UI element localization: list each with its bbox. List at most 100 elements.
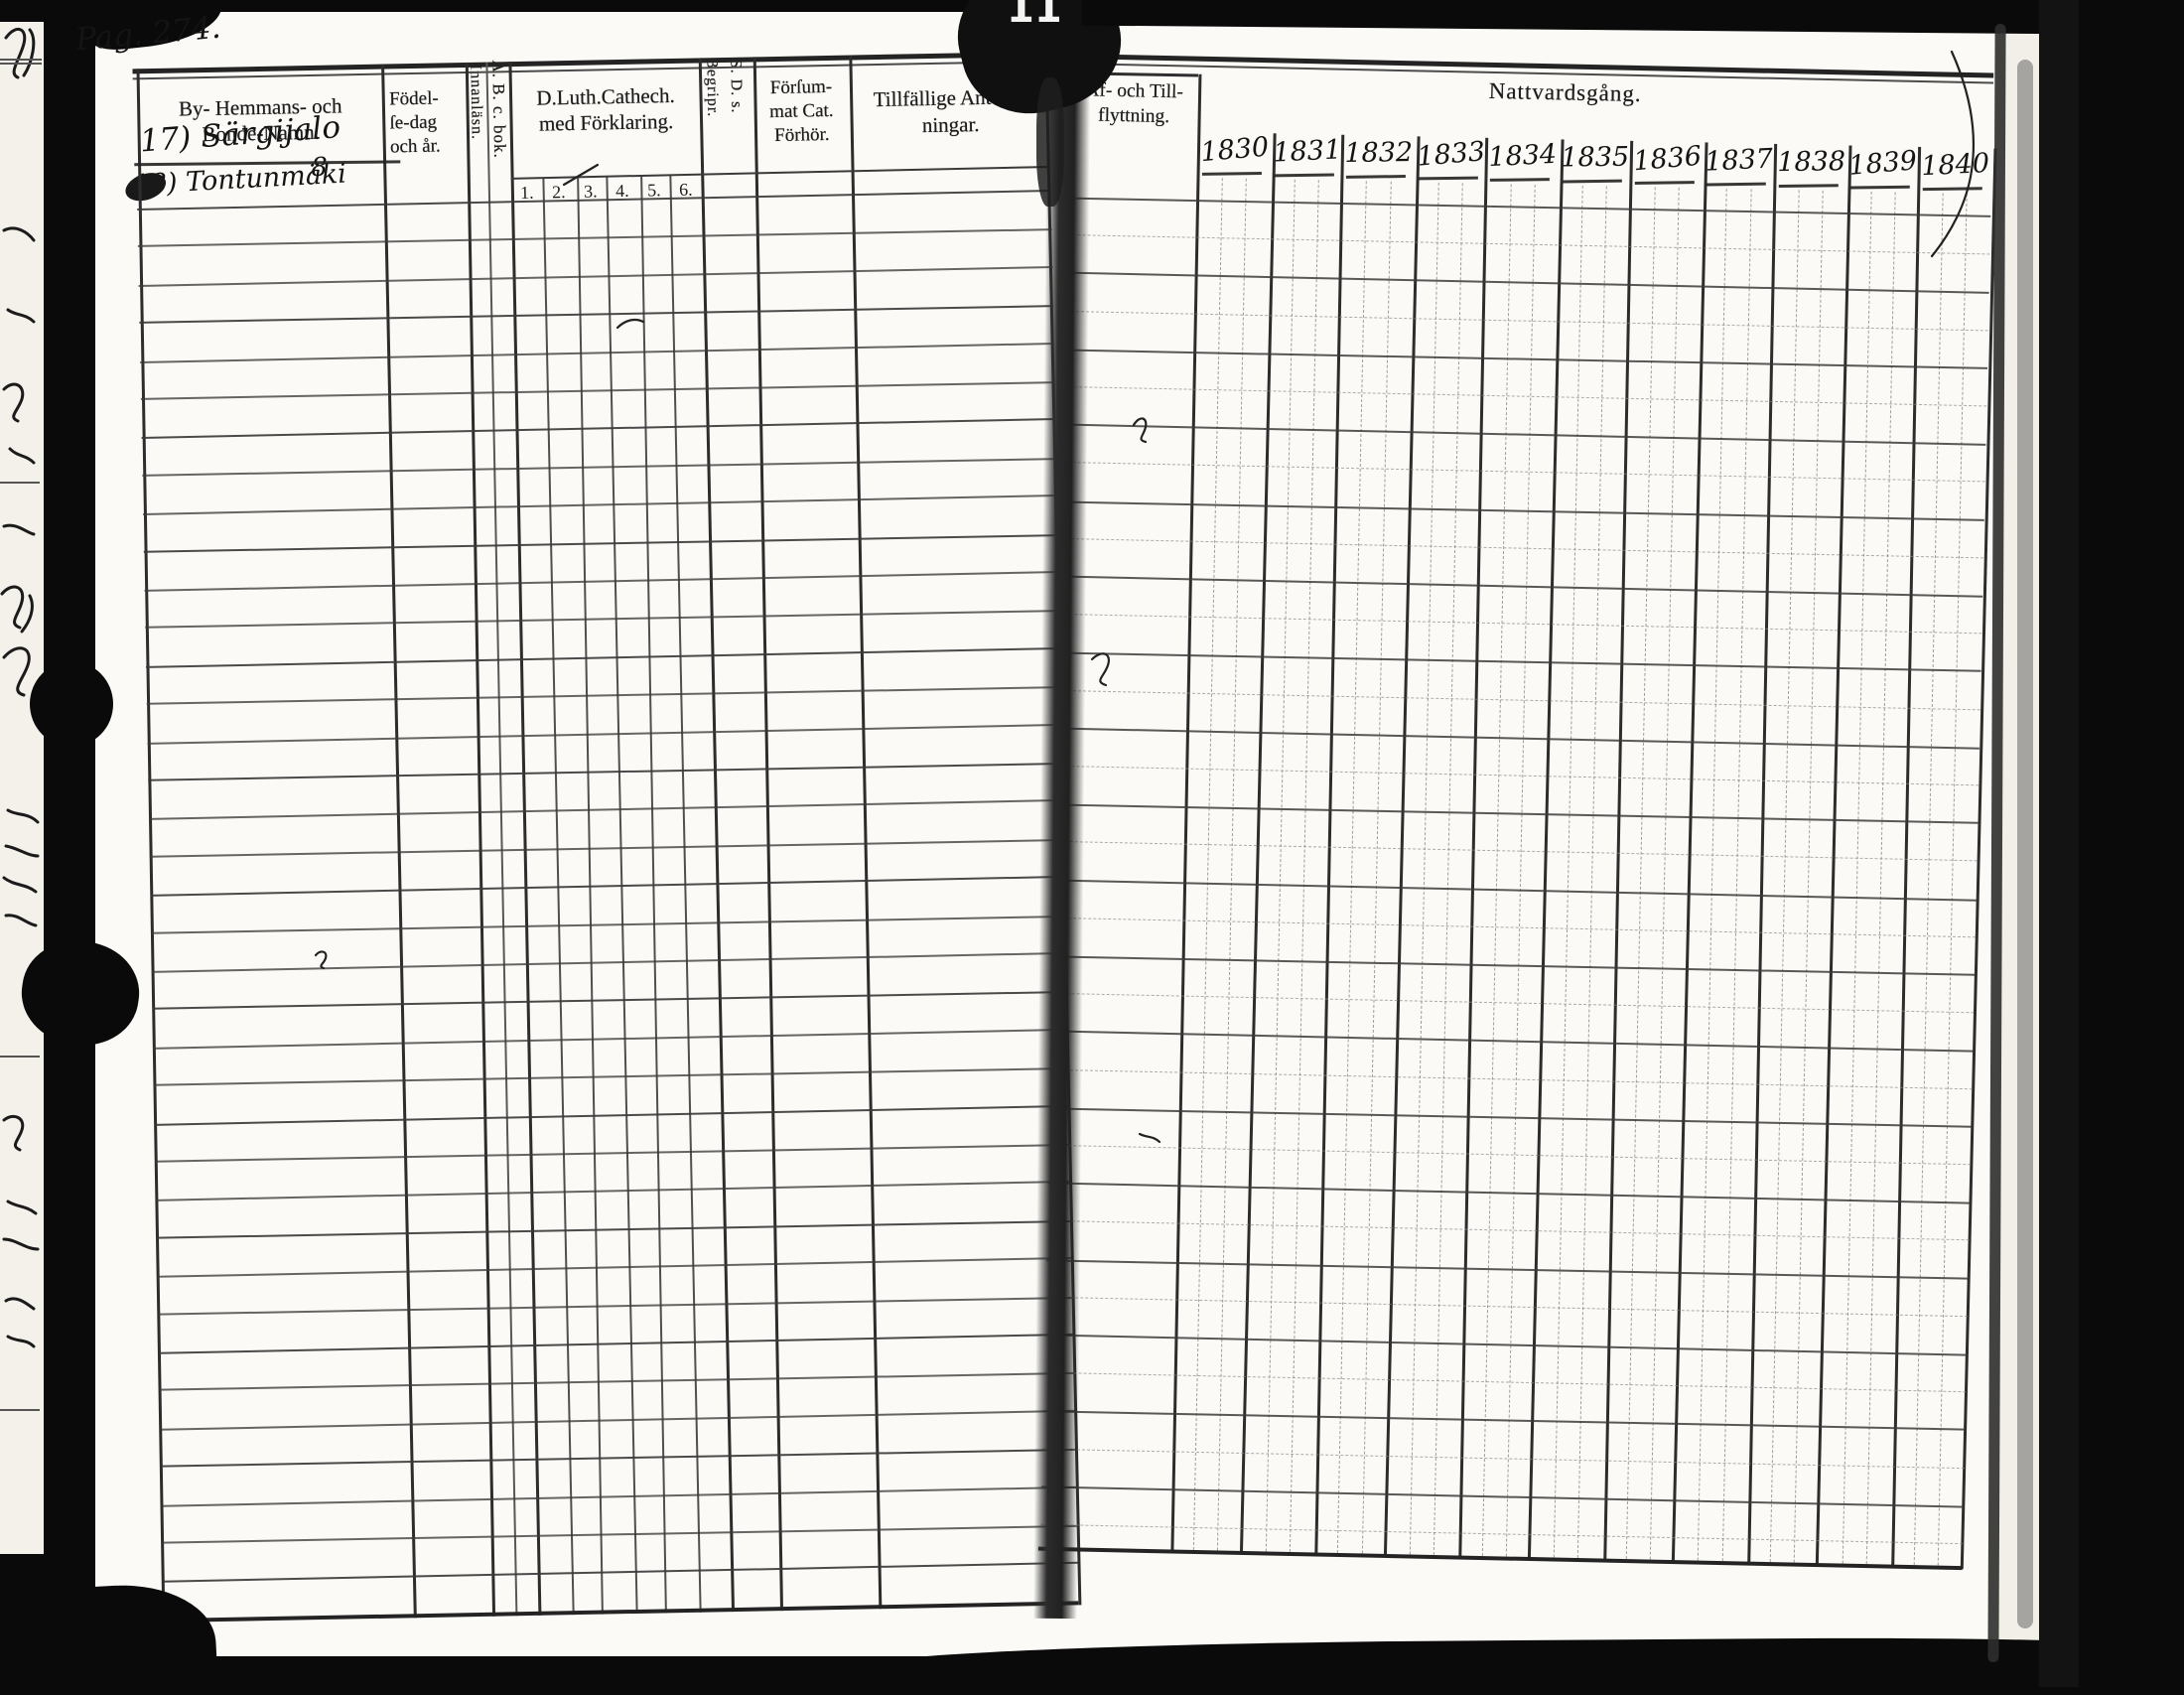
grid-line (1062, 462, 1985, 483)
birth-line3: och år. (389, 135, 441, 158)
grid-line (1346, 175, 1407, 179)
grid-line (1066, 271, 1989, 295)
grid-line (1045, 1296, 1968, 1318)
neglected-line3: Förhör. (773, 123, 830, 147)
grid-line (146, 686, 1061, 705)
year-label: 1833 (1415, 136, 1487, 173)
grid-line (1040, 1523, 1964, 1545)
grid-line (1058, 651, 1981, 673)
year-label: 1836 (1631, 140, 1703, 178)
grid-line (154, 1104, 1069, 1126)
grid-line (1842, 191, 1872, 1564)
grid-line (1562, 179, 1622, 184)
grid-line (1065, 310, 1988, 332)
grid-line (1706, 182, 1767, 187)
grid-line (145, 610, 1060, 630)
grid-line (147, 723, 1062, 745)
neglected-line2: mat Cat. (768, 99, 834, 123)
grid-line (155, 1143, 1070, 1163)
catechism-number: 4. (614, 180, 629, 202)
year-label: 1831 (1272, 134, 1342, 169)
grid-line (606, 177, 638, 1614)
grid-line (1053, 917, 1976, 938)
grid-line (1061, 537, 1983, 559)
grid-line (1201, 172, 1262, 176)
grid-line (1044, 1334, 1968, 1356)
grid-line (1065, 349, 1988, 369)
grid-line (143, 494, 1057, 516)
grid-line (1433, 183, 1463, 1556)
grid-line (1045, 1258, 1969, 1280)
left-page-table: By- Hemmans- och Bonde-Namn. Födel- ſe-d… (102, 28, 1082, 1634)
grid-line (1067, 234, 1990, 255)
grid-line (149, 838, 1064, 858)
grid-line (1721, 189, 1752, 1562)
grid-line (1063, 423, 1986, 447)
grid-line (159, 1372, 1074, 1392)
grid-line (1850, 185, 1911, 190)
grid-line (148, 799, 1063, 821)
grid-line (1053, 879, 1977, 902)
grid-line (1490, 178, 1551, 182)
grid-line (157, 1257, 1072, 1279)
grid-line (1938, 193, 1969, 1566)
notes-line2: ningar. (921, 112, 980, 138)
right-page-table: Af- och Till- flyttning. Nattvardsgång. … (1036, 26, 1998, 1653)
sliver-black-patch-top (0, 0, 44, 22)
grid-line (1289, 180, 1319, 1552)
grid-line (153, 1028, 1068, 1050)
grid-line (163, 1562, 1078, 1584)
neglected-line1: Förſum- (769, 75, 833, 99)
year-label: 1830 (1199, 131, 1271, 169)
grid-line (1793, 190, 1824, 1563)
grid-line (159, 1333, 1074, 1354)
grid-line (162, 1485, 1077, 1507)
grid-line (1865, 192, 1896, 1565)
fold-smear-streak (1036, 77, 1064, 207)
grid-line (1051, 993, 1975, 1014)
year-label: 1837 (1704, 143, 1774, 178)
grid-line (1337, 181, 1368, 1553)
column-header-birth: Födel- ſe-dag och år. (389, 86, 464, 159)
grid-line (1057, 727, 1979, 750)
grid-line (1922, 187, 1982, 191)
grid-line (1055, 803, 1979, 824)
grid-line (156, 1181, 1071, 1202)
grid-line (1913, 193, 1944, 1566)
grid-line (140, 381, 1055, 400)
grid-line (1059, 614, 1982, 635)
grid-line (1043, 1371, 1967, 1393)
grid-line (510, 165, 1051, 180)
grid-line (1361, 181, 1392, 1554)
left-page-edge-sliver (0, 0, 44, 1687)
left-edge-blob-upper (30, 661, 113, 747)
grid-line (640, 176, 667, 1614)
grid-line (152, 991, 1067, 1011)
sliver-black-patch-bottom (0, 1554, 44, 1687)
grid-line (1046, 1220, 1970, 1241)
grid-line (157, 1219, 1071, 1239)
catechism-number: 3. (583, 181, 598, 202)
year-label: 1840 (1920, 147, 1990, 183)
page-edge-streak-mid (2017, 60, 2033, 1628)
grid-line (1314, 134, 1345, 1556)
catechism-number: 5. (646, 180, 661, 201)
grid-line (148, 763, 1063, 781)
grid-line (1041, 1485, 1964, 1508)
column-header-catechism: D.Luth.Cathech. med Förklaring. (511, 81, 701, 137)
year-label: 1834 (1488, 138, 1559, 174)
year-label: 1838 (1776, 146, 1846, 179)
grid-line (1056, 765, 1979, 786)
grid-line (1634, 181, 1695, 185)
grid-line (1049, 1068, 1973, 1089)
grid-line (151, 951, 1066, 974)
grid-line (1769, 190, 1800, 1563)
frame-number: 11 (1007, 0, 1062, 32)
grid-line (1054, 841, 1978, 862)
catechism-number: 2. (551, 182, 566, 203)
grid-line (542, 178, 575, 1616)
grid-line (143, 533, 1058, 553)
grid-line (1698, 188, 1728, 1561)
year-label: 1832 (1344, 137, 1414, 169)
catechism-line1: D.Luth.Cathech. (536, 82, 675, 110)
